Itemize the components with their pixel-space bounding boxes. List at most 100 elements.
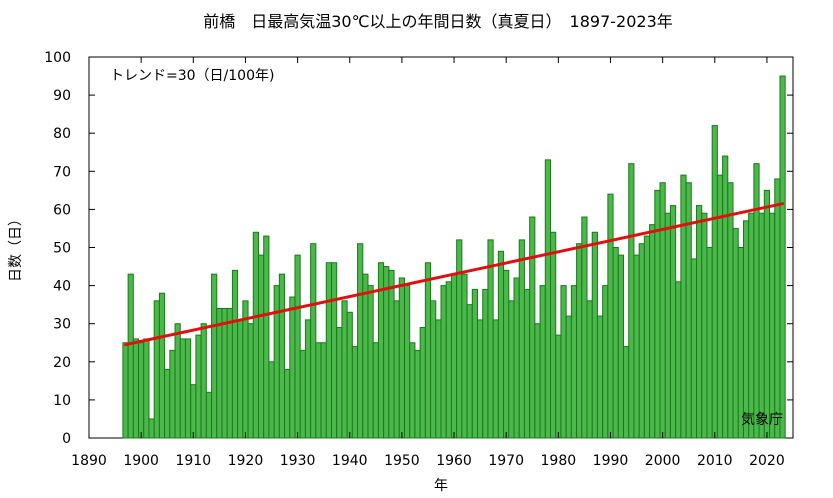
bar-2023	[779, 75, 786, 439]
bar-1945	[372, 342, 379, 439]
bar-1971	[508, 300, 515, 439]
x-tick-label: 2000	[645, 453, 681, 469]
bar-1932	[304, 319, 312, 439]
y-tick-label: 20	[53, 355, 71, 371]
bar-1899	[132, 338, 140, 439]
bar-1921	[247, 323, 254, 439]
bar-1973	[518, 239, 525, 439]
y-tick-label: 80	[53, 126, 71, 142]
bar-2020	[763, 189, 771, 439]
bar-2013	[727, 182, 734, 439]
bar-2007	[696, 205, 703, 439]
bar-1989	[602, 285, 609, 439]
bar-1918	[231, 269, 239, 439]
bar-2012	[722, 155, 729, 439]
bar-2003	[675, 281, 682, 439]
x-tick-label: 1900	[123, 453, 159, 469]
bar-1897	[122, 342, 129, 439]
bar-1985	[581, 216, 588, 439]
bar-2008	[701, 212, 708, 439]
x-tick-label: 1910	[175, 453, 211, 469]
bar-1900	[138, 342, 145, 439]
bar-1987	[591, 231, 598, 439]
bar-1939	[341, 300, 348, 439]
y-tick-label: 100	[44, 50, 71, 66]
y-tick-label: 70	[53, 164, 71, 180]
bar-1976	[534, 323, 541, 439]
bar-series	[122, 75, 786, 439]
bar-1927	[278, 273, 286, 439]
bar-2018	[753, 163, 760, 439]
bar-1977	[539, 285, 546, 439]
bar-1922	[252, 231, 259, 439]
trend-line	[124, 202, 785, 347]
bar-1981	[560, 285, 567, 439]
bar-1950	[398, 277, 405, 439]
bar-1996	[638, 243, 645, 439]
bar-1919	[237, 319, 244, 439]
bar-1958	[440, 285, 447, 439]
bar-1930	[294, 254, 301, 439]
bar-1916	[221, 307, 228, 439]
y-tick-label: 50	[53, 241, 71, 257]
bar-1907	[174, 323, 181, 439]
bar-1966	[482, 288, 489, 439]
bar-1965	[477, 319, 484, 439]
bar-1929	[289, 296, 296, 439]
y-tick-label: 10	[53, 393, 71, 409]
bar-1995	[633, 254, 640, 439]
bar-1984	[576, 243, 583, 439]
x-tick-label: 1950	[384, 453, 420, 469]
bar-1911	[195, 334, 202, 439]
x-tick-label: 1960	[436, 453, 472, 469]
bar-1951	[404, 285, 411, 439]
bar-1960	[450, 273, 458, 439]
bar-2005	[685, 182, 692, 439]
bar-1990	[607, 193, 614, 439]
bar-1974	[523, 288, 531, 439]
y-axis-label: 日数（日）	[8, 212, 24, 282]
bar-1909	[184, 338, 192, 439]
bar-1943	[362, 273, 369, 439]
bar-1986	[586, 300, 593, 439]
bar-2014	[732, 227, 739, 439]
bar-2019	[758, 212, 765, 439]
bar-2006	[690, 258, 698, 439]
bar-1957	[435, 319, 442, 439]
bar-1940	[346, 311, 353, 439]
bar-1926	[273, 285, 280, 439]
y-tick-label: 40	[53, 279, 71, 295]
x-tick-label: 1890	[71, 453, 107, 469]
bar-1994	[628, 163, 635, 439]
bar-1963	[466, 304, 473, 439]
bar-2022	[774, 178, 781, 439]
y-tick-label: 0	[62, 431, 71, 447]
bar-1941	[351, 346, 359, 439]
bar-1975	[529, 216, 536, 439]
bar-1906	[169, 349, 176, 439]
bar-1944	[367, 285, 374, 439]
bar-1979	[550, 231, 557, 439]
bar-1953	[414, 349, 421, 439]
y-tick-label: 90	[53, 88, 71, 104]
bar-1912	[200, 323, 207, 439]
bar-1982	[565, 315, 572, 439]
bar-1949	[393, 300, 400, 439]
bar-1938	[336, 327, 343, 439]
bar-2004	[680, 174, 687, 439]
y-axis: 0 10 20 30 40 50 60 70 80 90 100	[44, 50, 793, 447]
bar-1903	[153, 300, 160, 439]
bar-1934	[315, 342, 322, 439]
bar-1999	[654, 189, 661, 439]
bar-1952	[409, 342, 416, 439]
bar-1928	[284, 368, 291, 439]
bar-1924	[263, 235, 270, 439]
bar-1931	[299, 349, 306, 439]
bar-1962	[461, 273, 468, 439]
bar-1993	[623, 346, 630, 439]
x-tick-label: 1970	[488, 453, 524, 469]
bar-1970	[503, 269, 510, 439]
bar-1910	[190, 384, 197, 439]
x-axis-label: 年	[434, 478, 448, 494]
bar-1917	[226, 307, 233, 439]
